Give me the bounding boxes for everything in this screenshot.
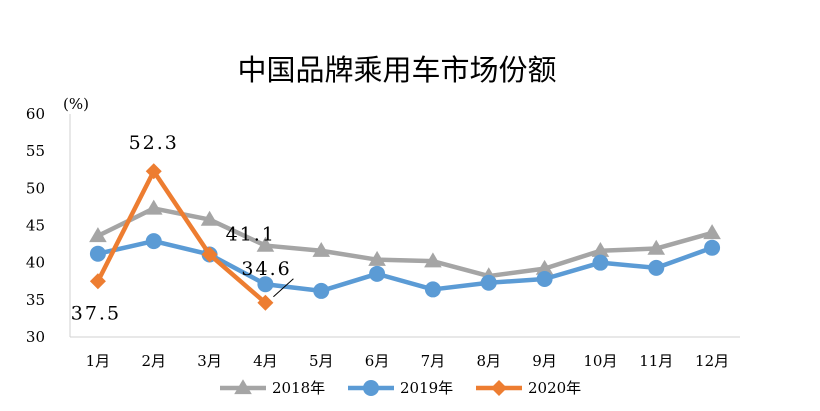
data-label-layer: 37.5 52.3 41.1 34.6 (71, 132, 294, 324)
triangle-marker (89, 227, 107, 243)
legend: 2018年 2019年 2020年 (220, 379, 581, 397)
legend-item: 2020年 (476, 379, 581, 397)
diamond-marker (491, 380, 507, 396)
diamond-marker (257, 294, 274, 311)
chart-title: 中国品牌乘用车市场份额 (237, 53, 556, 87)
legend-label: 2020年 (528, 379, 581, 397)
x-tick-label: 6月 (365, 352, 390, 370)
series-line (97, 238, 713, 294)
x-tick-label: 1月 (86, 352, 111, 370)
data-label-leader (273, 278, 294, 298)
y-tick-label: 55 (26, 142, 45, 160)
x-tick-label: 10月 (583, 352, 617, 370)
series-layer (89, 163, 721, 311)
diamond-marker (201, 246, 218, 263)
triangle-marker (424, 252, 442, 268)
circle-marker (536, 271, 553, 288)
triangle-marker (144, 199, 163, 215)
x-tick-label: 9月 (532, 352, 557, 370)
axes: 60 55 50 45 40 35 30 1月 2月 3月 4月 5月 6月 7月 8月 9月 10月 11月 12… (26, 105, 740, 370)
legend-item: 2018年 (220, 379, 325, 397)
y-tick-label: 60 (26, 105, 45, 123)
series-line (95, 168, 267, 305)
legend-label: 2018年 (272, 379, 325, 397)
series-2018年 (89, 199, 721, 283)
x-tick-label: 12月 (695, 352, 729, 370)
x-tick-label: 7月 (421, 352, 446, 370)
x-tick-label: 3月 (197, 352, 222, 370)
triangle-marker (535, 259, 554, 275)
data-label: 41.1 (226, 223, 276, 245)
y-tick-label: 50 (26, 179, 45, 197)
triangle-marker (312, 241, 331, 257)
legend-item: 2019年 (348, 379, 453, 397)
series-line (96, 206, 713, 279)
triangle-marker (368, 250, 386, 266)
triangle-marker (591, 241, 610, 257)
circle-marker (648, 259, 665, 276)
y-tick-label: 45 (26, 217, 45, 235)
circle-marker (480, 274, 497, 291)
y-axis-unit: (%) (63, 95, 89, 113)
circle-marker (363, 380, 379, 396)
y-tick-label: 35 (26, 291, 45, 309)
circle-marker (704, 239, 721, 256)
x-tick-label: 4月 (253, 352, 278, 370)
data-label: 34.6 (241, 258, 291, 280)
circle-marker (145, 233, 162, 250)
circle-marker (89, 245, 106, 262)
x-tick-label: 5月 (309, 352, 334, 370)
triangle-marker (647, 239, 666, 255)
y-tick-label: 30 (26, 328, 45, 346)
circle-marker (313, 282, 330, 299)
data-label: 37.5 (71, 302, 121, 324)
x-tick-label: 2月 (141, 352, 166, 370)
data-label: 52.3 (129, 132, 179, 154)
circle-marker (369, 265, 386, 282)
x-tick-label: 11月 (639, 352, 673, 370)
y-tick-label: 40 (26, 254, 45, 272)
series-2020年 (89, 163, 274, 311)
series-2019年 (89, 233, 721, 299)
circle-marker (424, 281, 441, 298)
triangle-marker (703, 224, 721, 240)
diamond-marker (89, 273, 106, 290)
triangle-marker (200, 210, 219, 226)
x-tick-label: 8月 (476, 352, 501, 370)
circle-marker (592, 254, 609, 271)
triangle-marker (234, 379, 252, 395)
diamond-marker (145, 163, 162, 180)
triangle-marker (256, 236, 275, 252)
legend-label: 2019年 (400, 379, 453, 397)
circle-marker (257, 276, 274, 293)
